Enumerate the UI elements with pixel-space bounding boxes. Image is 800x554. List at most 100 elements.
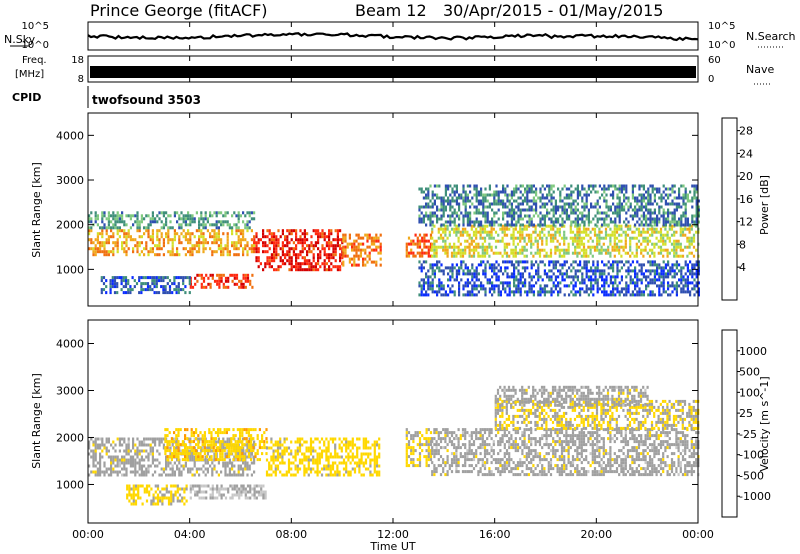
heatmap-cell bbox=[234, 440, 237, 444]
heatmap-cell bbox=[88, 440, 91, 444]
heatmap-cell bbox=[110, 473, 113, 477]
heatmap-cell bbox=[227, 285, 230, 289]
heatmap-cell bbox=[123, 247, 126, 251]
heatmap-cell bbox=[631, 278, 634, 282]
heatmap-cell bbox=[200, 484, 203, 488]
heatmap-cell bbox=[215, 250, 218, 254]
heatmap-cell bbox=[272, 461, 275, 465]
heatmap-cell bbox=[236, 458, 239, 462]
heatmap-cell bbox=[603, 272, 606, 276]
heatmap-cell bbox=[571, 239, 575, 243]
heatmap-cell bbox=[572, 260, 575, 264]
heatmap-cell bbox=[479, 230, 482, 234]
heatmap-cell bbox=[235, 247, 238, 251]
heatmap-cell bbox=[519, 214, 522, 218]
heatmap-cell bbox=[162, 288, 165, 292]
heatmap-cell bbox=[194, 282, 197, 286]
heatmap-cell bbox=[587, 293, 590, 297]
heatmap-cell bbox=[231, 279, 234, 283]
heatmap-cell bbox=[226, 247, 229, 251]
heatmap-cell bbox=[653, 230, 656, 234]
heatmap-cell bbox=[472, 254, 476, 258]
heatmap-cell bbox=[92, 449, 95, 453]
heatmap-cell bbox=[512, 254, 515, 258]
heatmap-cell bbox=[96, 232, 99, 236]
heatmap-cell bbox=[438, 287, 441, 291]
heatmap-cell bbox=[513, 290, 516, 294]
heatmap-cell bbox=[348, 233, 351, 237]
heatmap-cell bbox=[339, 247, 342, 251]
heatmap-cell bbox=[214, 455, 217, 459]
heatmap-cell bbox=[241, 431, 244, 435]
heatmap-cell bbox=[348, 260, 351, 264]
heatmap-cell bbox=[587, 227, 590, 231]
heatmap-cell bbox=[439, 227, 443, 231]
heatmap-cell bbox=[481, 236, 484, 240]
heatmap-cell bbox=[620, 233, 623, 237]
heatmap-cell bbox=[260, 493, 263, 497]
heatmap-cell bbox=[235, 214, 238, 218]
heatmap-cell bbox=[682, 223, 685, 227]
heatmap-cell bbox=[366, 260, 369, 264]
heatmap-cell bbox=[538, 248, 542, 252]
heatmap-cell bbox=[678, 263, 681, 267]
heatmap-cell bbox=[646, 242, 649, 246]
heatmap-cell bbox=[112, 250, 115, 254]
heatmap-cell bbox=[583, 193, 586, 197]
heatmap-cell bbox=[156, 232, 159, 236]
heatmap-cell bbox=[486, 248, 489, 252]
heatmap-cell bbox=[647, 208, 650, 212]
noise-sky-series bbox=[87, 32, 699, 42]
heatmap-cell bbox=[101, 226, 104, 230]
power-ylabel: Slant Range [km] bbox=[30, 162, 43, 258]
heatmap-cell bbox=[627, 260, 630, 264]
heatmap-cell bbox=[484, 272, 487, 276]
heatmap-cell bbox=[266, 262, 269, 266]
heatmap-cell bbox=[574, 269, 577, 273]
heatmap-cell bbox=[427, 287, 430, 291]
heatmap-cell bbox=[523, 224, 526, 228]
heatmap-cell bbox=[99, 244, 102, 248]
heatmap-cell bbox=[94, 473, 97, 477]
heatmap-cell bbox=[209, 446, 212, 450]
heatmap-cell bbox=[455, 251, 458, 255]
heatmap-cell bbox=[503, 233, 506, 237]
heatmap-cell bbox=[357, 254, 360, 258]
heatmap-cell bbox=[513, 223, 516, 227]
heatmap-cell bbox=[684, 211, 687, 215]
heatmap-cell bbox=[537, 293, 540, 297]
heatmap-cell bbox=[629, 281, 632, 285]
heatmap-cell bbox=[226, 244, 229, 248]
heatmap-cell bbox=[482, 287, 485, 291]
heatmap-cell bbox=[295, 253, 298, 257]
heatmap-cell bbox=[669, 220, 672, 224]
heatmap-cell bbox=[480, 202, 483, 206]
heatmap-cell bbox=[135, 282, 139, 286]
heatmap-cell bbox=[561, 272, 564, 276]
heatmap-cell bbox=[475, 293, 478, 297]
heatmap-cell bbox=[576, 214, 579, 218]
heatmap-cell bbox=[590, 269, 593, 273]
heatmap-cell bbox=[469, 214, 472, 218]
heatmap-cell bbox=[116, 211, 119, 215]
heatmap-cell bbox=[568, 217, 571, 221]
heatmap-cell bbox=[149, 247, 152, 251]
heatmap-cell bbox=[491, 275, 494, 279]
heatmap-cell bbox=[510, 202, 513, 206]
heatmap-cell bbox=[170, 455, 173, 459]
heatmap-cell bbox=[167, 241, 170, 245]
heatmap-cell bbox=[303, 232, 306, 236]
heatmap-cell bbox=[239, 229, 242, 233]
heatmap-cell bbox=[691, 275, 694, 279]
heatmap-cell bbox=[429, 217, 432, 221]
heatmap-cell bbox=[605, 205, 608, 209]
heatmap-cell bbox=[637, 245, 641, 249]
heatmap-cell bbox=[579, 223, 582, 227]
heatmap-cell bbox=[673, 272, 676, 276]
heatmap-cell bbox=[116, 285, 119, 289]
heatmap-cell bbox=[554, 230, 557, 234]
heatmap-cell bbox=[221, 440, 224, 444]
heatmap-cell bbox=[640, 251, 643, 255]
heatmap-cell bbox=[458, 196, 461, 200]
heatmap-cell bbox=[171, 443, 174, 447]
